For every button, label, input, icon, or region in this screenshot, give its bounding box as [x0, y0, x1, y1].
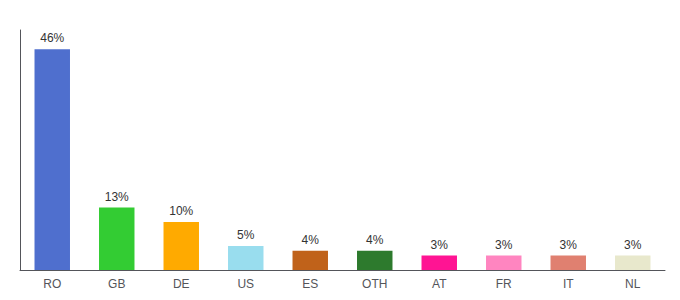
- svg-text:NL: NL: [625, 277, 641, 291]
- svg-text:OTH: OTH: [362, 277, 387, 291]
- svg-text:GB: GB: [108, 277, 125, 291]
- svg-text:4%: 4%: [366, 233, 384, 247]
- svg-text:RO: RO: [43, 277, 61, 291]
- svg-text:DE: DE: [173, 277, 190, 291]
- svg-text:FR: FR: [496, 277, 512, 291]
- svg-text:IT: IT: [563, 277, 574, 291]
- svg-text:3%: 3%: [431, 238, 449, 252]
- svg-text:ES: ES: [302, 277, 318, 291]
- svg-text:5%: 5%: [237, 228, 255, 242]
- svg-text:4%: 4%: [302, 233, 320, 247]
- svg-text:13%: 13%: [105, 190, 129, 204]
- svg-text:US: US: [237, 277, 254, 291]
- svg-text:3%: 3%: [560, 238, 578, 252]
- svg-text:3%: 3%: [495, 238, 513, 252]
- svg-text:10%: 10%: [169, 204, 193, 218]
- svg-text:3%: 3%: [624, 238, 642, 252]
- svg-text:46%: 46%: [40, 31, 64, 45]
- svg-text:AT: AT: [432, 277, 447, 291]
